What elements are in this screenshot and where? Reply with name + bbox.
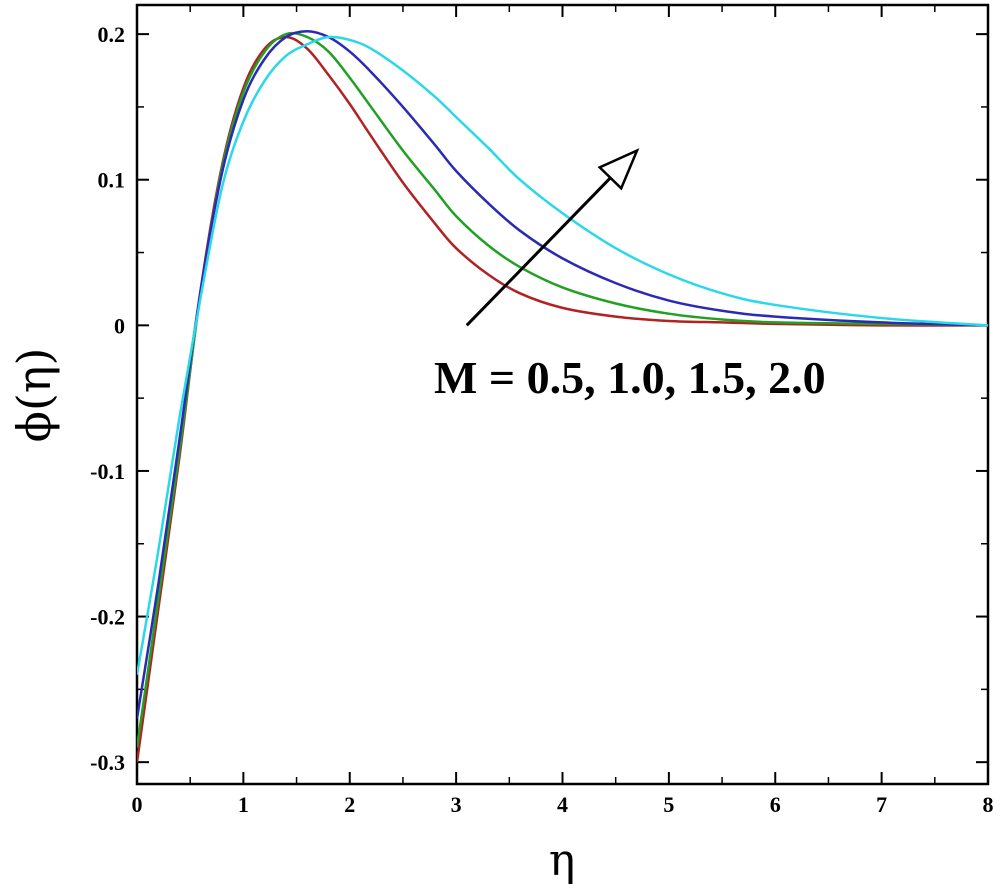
y-tick-label: 0.2 <box>98 22 126 47</box>
annotation-text: M = 0.5, 1.0, 1.5, 2.0 <box>434 352 826 403</box>
plot-frame <box>135 3 990 786</box>
x-tick-labels: 0 1 2 3 4 5 6 7 8 <box>132 792 994 817</box>
series-line-4 <box>137 35 988 676</box>
x-tick-label: 4 <box>557 792 568 817</box>
y-tick-label: -0.2 <box>90 605 125 630</box>
arrow-head <box>597 148 640 191</box>
annotation-arrow <box>465 148 640 327</box>
x-tick-label: 6 <box>770 792 781 817</box>
y-axis-label: ϕ(η) <box>7 348 61 443</box>
arrow-shaft <box>465 176 612 327</box>
x-axis-label: η <box>549 835 575 886</box>
x-tick-label: 1 <box>238 792 249 817</box>
y-tick-label: 0 <box>114 313 125 338</box>
y-tick-label: -0.3 <box>90 750 125 775</box>
y-tick-label: -0.1 <box>90 459 125 484</box>
x-tick-label: 3 <box>451 792 462 817</box>
y-tick-labels: 0.2 0.1 0 -0.1 -0.2 -0.3 <box>90 22 125 775</box>
x-tick-label: 7 <box>876 792 887 817</box>
series-group <box>137 29 988 763</box>
axis-ticks <box>136 5 989 784</box>
x-tick-label: 5 <box>663 792 674 817</box>
y-tick-label: 0.1 <box>98 168 126 193</box>
x-tick-label: 0 <box>132 792 143 817</box>
x-tick-label: 8 <box>983 792 994 817</box>
x-tick-label: 2 <box>344 792 355 817</box>
